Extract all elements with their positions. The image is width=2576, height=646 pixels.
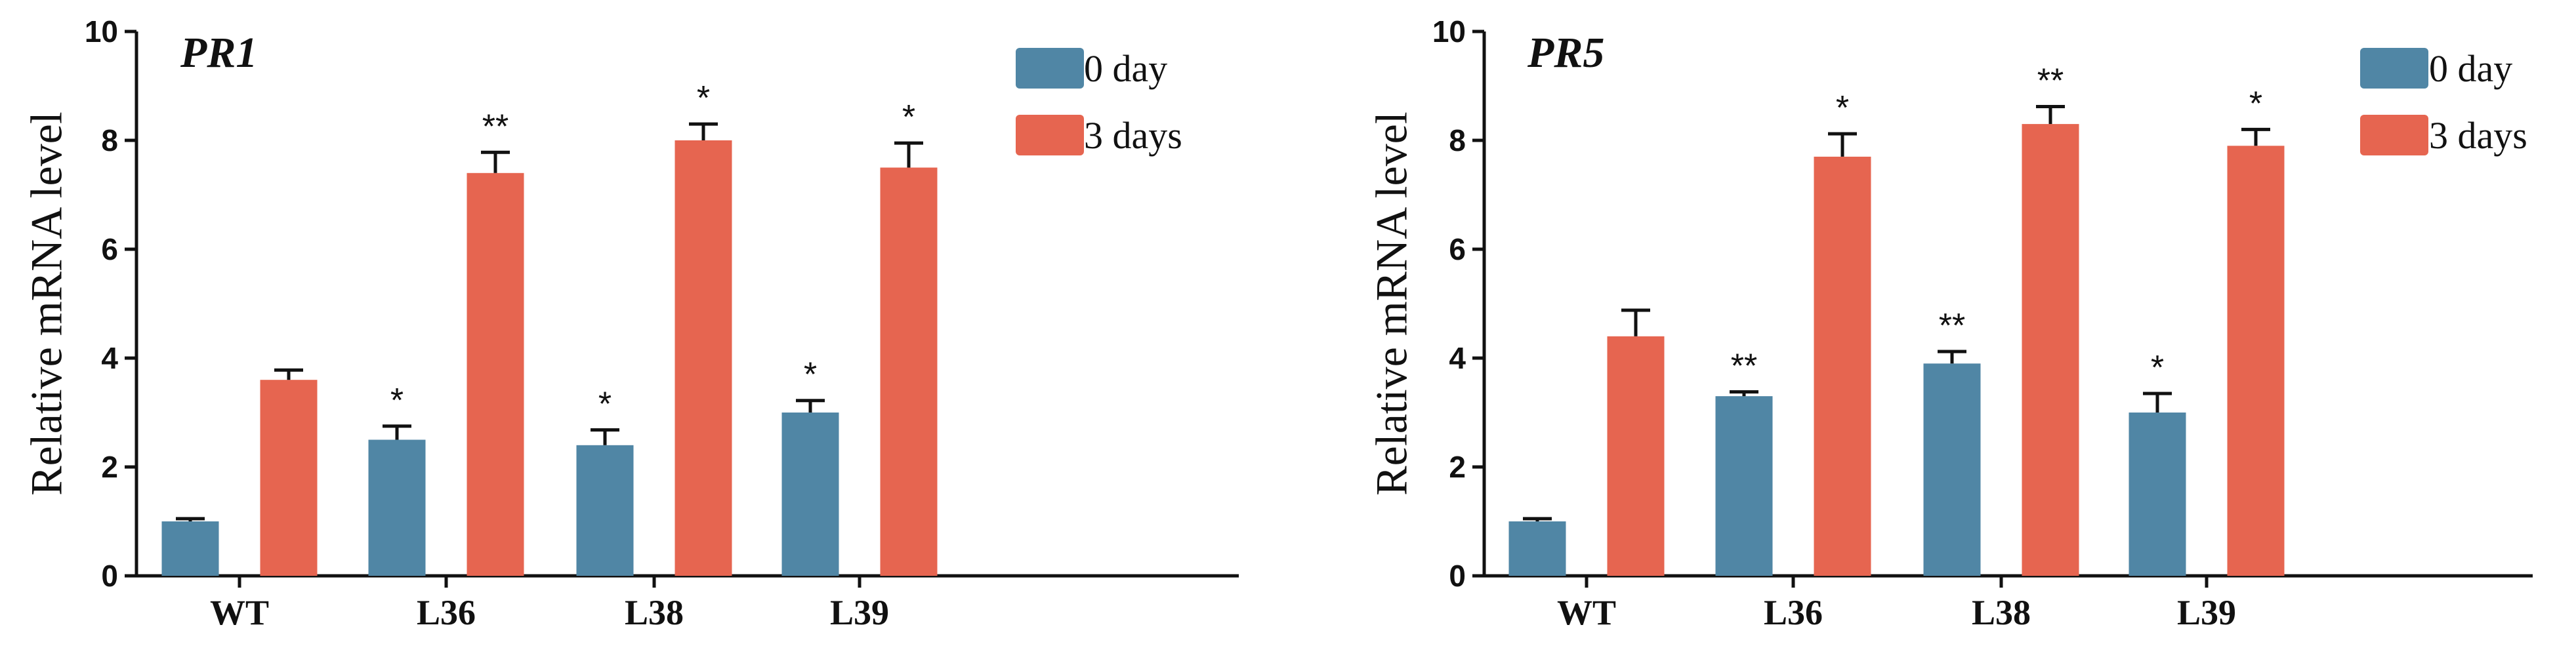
x-tick-label: L39 — [2177, 593, 2236, 632]
significance-marker: * — [598, 386, 612, 424]
significance-marker: ** — [2037, 62, 2064, 100]
legend-swatch — [1016, 48, 1084, 89]
legend-swatch — [1016, 115, 1084, 155]
bar-pr1-3-days-wt — [260, 380, 318, 576]
significance-marker: * — [390, 382, 404, 420]
y-tick-label: 8 — [101, 123, 118, 157]
bar-pr1-0-day-l38 — [576, 445, 634, 576]
y-tick-label: 0 — [101, 559, 118, 593]
bar-pr1-3-days-l36 — [467, 172, 524, 576]
y-tick-label: 8 — [1449, 123, 1466, 157]
x-tick-label: WT — [1557, 593, 1616, 632]
y-tick-label: 10 — [1432, 14, 1466, 49]
chart-title: PR5 — [1527, 29, 1604, 77]
y-tick-label: 0 — [1449, 559, 1466, 593]
bar-pr5-3-days-wt — [1607, 336, 1665, 576]
bar-pr5-0-day-l39 — [2129, 413, 2186, 576]
y-tick-label: 4 — [101, 341, 118, 375]
bar-pr5-3-days-l38 — [2022, 124, 2079, 576]
significance-marker: * — [2249, 85, 2262, 123]
chart-panel-pr1: 0 2 4 6 8 10 Relative mRNA level PR1 WT L36 L38 L39… — [22, 14, 1239, 632]
significance-marker: ** — [482, 108, 509, 146]
significance-marker: * — [2151, 349, 2164, 387]
significance-marker: * — [1836, 89, 1849, 127]
bar-pr5-0-day-wt — [1508, 521, 1566, 576]
y-axis-title: Relative mRNA level — [22, 111, 72, 495]
legend: 0 day 3 days — [1016, 47, 1182, 157]
significance-marker: * — [804, 356, 817, 394]
legend-label: 0 day — [1084, 47, 1167, 90]
bar-pr1-0-day-l36 — [368, 439, 426, 576]
x-tick-label: WT — [210, 593, 269, 632]
y-tick-label: 10 — [85, 14, 118, 49]
bar-pr5-0-day-l38 — [1923, 363, 1981, 576]
legend: 0 day 3 days — [2360, 47, 2527, 157]
significance-marker: * — [902, 98, 915, 136]
bar-pr1-0-day-l39 — [781, 413, 839, 576]
significance-marker: * — [697, 79, 710, 117]
bar-pr1-3-days-l39 — [880, 167, 938, 576]
x-tick-label: L36 — [1764, 593, 1823, 632]
legend-label: 3 days — [2429, 114, 2527, 157]
y-tick-label: 6 — [1449, 232, 1466, 266]
bar-pr5-0-day-l36 — [1715, 396, 1773, 576]
legend-label: 0 day — [2429, 47, 2512, 90]
chart-panel-pr5: 0 2 4 6 8 10 Relative mRNA level PR5 WT L36 L38 L39… — [1367, 14, 2533, 632]
x-tick-label: L38 — [625, 593, 684, 632]
legend-swatch — [2360, 115, 2428, 155]
x-tick-label: L39 — [830, 593, 889, 632]
y-tick-label: 2 — [101, 450, 118, 484]
bar-pr5-3-days-l39 — [2227, 146, 2285, 576]
legend-swatch — [2360, 48, 2428, 89]
y-axis-title: Relative mRNA level — [1367, 111, 1417, 495]
chart-title: PR1 — [180, 29, 257, 77]
x-tick-label: L36 — [417, 593, 476, 632]
bar-pr5-3-days-l36 — [1814, 156, 1871, 576]
legend-label: 3 days — [1084, 114, 1182, 157]
y-tick-label: 4 — [1449, 341, 1466, 375]
x-tick-label: L38 — [1972, 593, 2031, 632]
bar-pr1-0-day-wt — [161, 521, 219, 576]
significance-marker: ** — [1939, 307, 1965, 345]
y-tick-label: 2 — [1449, 450, 1466, 484]
y-tick-label: 6 — [101, 232, 118, 266]
significance-marker: ** — [1731, 347, 1757, 385]
bar-pr1-3-days-l38 — [675, 140, 732, 576]
